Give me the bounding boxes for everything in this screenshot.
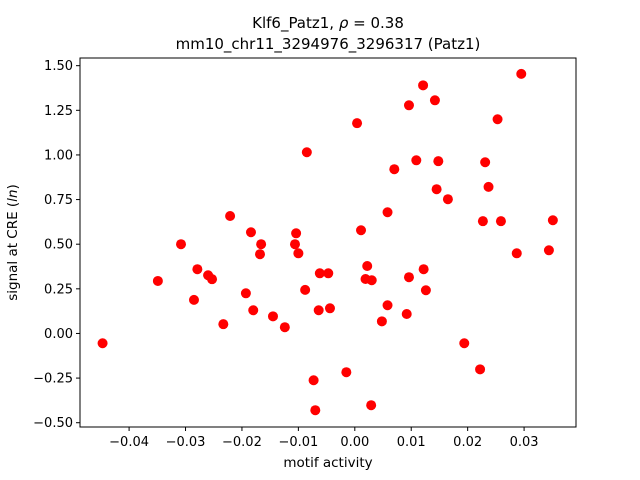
data-point bbox=[324, 303, 335, 314]
y-axis-label: signal at CRE (ln) bbox=[5, 184, 21, 301]
data-point bbox=[314, 268, 325, 279]
axes-frame bbox=[79, 57, 577, 428]
data-point bbox=[366, 400, 377, 411]
data-point bbox=[356, 225, 367, 236]
data-point bbox=[248, 305, 259, 316]
data-point bbox=[188, 294, 199, 305]
data-point bbox=[480, 157, 491, 168]
data-point bbox=[352, 118, 363, 129]
y-tick-label: 1.50 bbox=[44, 59, 73, 74]
data-point bbox=[418, 264, 429, 275]
data-point bbox=[267, 311, 278, 322]
data-point bbox=[279, 322, 290, 333]
y-tick-label: 0.25 bbox=[44, 282, 73, 297]
data-point bbox=[433, 156, 444, 167]
data-point bbox=[389, 164, 400, 175]
y-tick-label: 0.00 bbox=[44, 327, 73, 342]
data-point bbox=[313, 305, 324, 316]
y-tick-label: −0.50 bbox=[33, 416, 73, 431]
y-axis-ticks: −0.50 −0.25 0.00 0.25 0.50 0.75 1.00 1.25 1.50 bbox=[33, 59, 80, 431]
y-tick-label: 1.25 bbox=[44, 104, 73, 119]
data-point bbox=[543, 245, 554, 256]
data-point bbox=[483, 181, 494, 192]
data-point bbox=[152, 275, 163, 286]
data-point bbox=[301, 147, 312, 158]
data-point bbox=[245, 227, 256, 238]
data-points bbox=[97, 68, 558, 416]
y-tick-label: −0.25 bbox=[33, 372, 73, 387]
data-point bbox=[403, 272, 414, 283]
data-point bbox=[97, 338, 108, 349]
data-point bbox=[308, 375, 319, 386]
data-point bbox=[240, 288, 251, 299]
data-point bbox=[475, 364, 486, 375]
data-point bbox=[420, 285, 431, 296]
data-point bbox=[418, 80, 429, 91]
x-tick-label: 0.00 bbox=[340, 435, 369, 450]
data-point bbox=[310, 405, 321, 416]
data-point bbox=[323, 268, 334, 279]
data-point bbox=[401, 308, 412, 319]
plot-area bbox=[80, 58, 576, 427]
x-tick-label: 0.01 bbox=[397, 435, 426, 450]
data-point bbox=[207, 274, 218, 285]
data-point bbox=[341, 367, 352, 378]
x-tick-label: 0.02 bbox=[453, 435, 482, 450]
data-point bbox=[411, 155, 422, 166]
data-point bbox=[192, 264, 203, 275]
data-point bbox=[291, 228, 302, 239]
data-point bbox=[289, 239, 300, 250]
data-point bbox=[477, 216, 488, 227]
x-tick-label: −0.04 bbox=[109, 435, 149, 450]
data-point bbox=[218, 319, 229, 330]
data-point bbox=[376, 316, 387, 327]
data-point bbox=[492, 114, 503, 125]
x-tick-label: −0.02 bbox=[222, 435, 262, 450]
x-tick-label: −0.03 bbox=[166, 435, 206, 450]
x-tick-label: −0.01 bbox=[278, 435, 318, 450]
data-point bbox=[256, 239, 267, 250]
data-point bbox=[255, 249, 266, 260]
data-point bbox=[516, 68, 527, 79]
data-point bbox=[403, 100, 414, 111]
data-point bbox=[176, 239, 187, 250]
data-point bbox=[362, 260, 373, 271]
data-point bbox=[225, 210, 236, 221]
data-point bbox=[382, 300, 393, 311]
data-point bbox=[366, 275, 377, 286]
x-tick-label: 0.03 bbox=[510, 435, 539, 450]
data-point bbox=[495, 216, 506, 227]
data-point bbox=[293, 248, 304, 259]
data-point bbox=[459, 338, 470, 349]
y-tick-label: 0.75 bbox=[44, 193, 73, 208]
y-tick-label: 1.00 bbox=[44, 148, 73, 163]
chart-title-line1: Klf6_Patz1, ρ = 0.38 bbox=[252, 14, 404, 33]
data-point bbox=[442, 194, 453, 205]
chart-title-line2: mm10_chr11_3294976_3296317 (Patz1) bbox=[176, 35, 481, 54]
y-tick-label: 0.50 bbox=[44, 238, 73, 253]
data-point bbox=[429, 95, 440, 106]
data-point bbox=[431, 184, 442, 195]
data-point bbox=[547, 215, 558, 226]
x-axis-ticks: −0.04 −0.03 −0.02 −0.01 0.00 0.01 0.02 0.03 bbox=[109, 427, 539, 450]
x-axis-label: motif activity bbox=[283, 455, 372, 471]
data-point bbox=[511, 248, 522, 259]
data-point bbox=[382, 207, 393, 218]
data-point bbox=[300, 284, 311, 295]
